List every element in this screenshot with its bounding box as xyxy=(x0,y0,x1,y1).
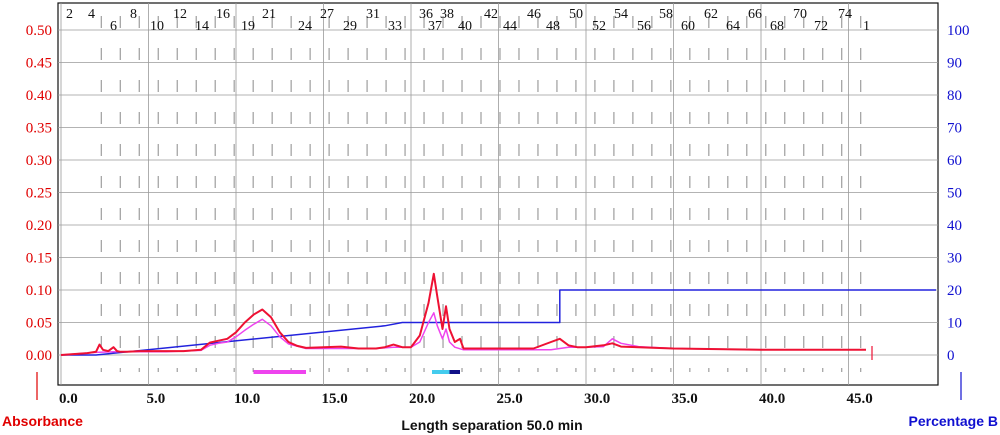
left-tick-label: 0.45 xyxy=(26,56,52,72)
plot-frame xyxy=(57,2,939,386)
fraction-labels: 2 4 8 12 16 21 27 31 36 38 42 46 50 54 58 62 66 70 746 10 14… xyxy=(66,7,870,34)
fraction-label-top: 21 xyxy=(262,7,276,22)
fraction-label-top: 62 xyxy=(704,7,718,22)
left-tick-label: 0.25 xyxy=(26,186,52,202)
x-tick-label: 30.0 xyxy=(584,391,610,407)
right-axis-title: Percentage B xyxy=(909,413,998,429)
x-tick-label: 15.0 xyxy=(322,391,348,407)
series-line-absorbance_a xyxy=(60,272,866,356)
right-tick-label: 30 xyxy=(947,251,962,267)
fraction-label-bottom: 68 xyxy=(770,19,784,34)
x-tick-label: 0.0 xyxy=(59,391,78,407)
fraction-label-bottom: 60 xyxy=(681,19,695,34)
x-tick-label: 40.0 xyxy=(759,391,785,407)
left-axis: 0.00 0.05 0.10 0.15 0.20 0.25 0.30 0.35 0.40 0.45… xyxy=(26,23,52,364)
x-tick-label: 35.0 xyxy=(672,391,698,407)
fraction-label-bottom: 72 xyxy=(814,19,828,34)
right-tick-label: 50 xyxy=(947,186,962,202)
fraction-label-bottom: 48 xyxy=(546,19,560,34)
right-tick-label: 0 xyxy=(947,348,955,364)
fraction-label-top: 74 xyxy=(838,7,852,22)
x-tick-label: 10.0 xyxy=(234,391,260,407)
x-tick-label: 20.0 xyxy=(409,391,435,407)
fraction-label-top: 54 xyxy=(614,7,628,22)
fraction-label-top: 8 xyxy=(130,7,137,22)
fraction-label-top: 31 xyxy=(366,7,380,22)
fraction-label-top: 70 xyxy=(793,7,807,22)
left-tick-label: 0.50 xyxy=(26,23,52,39)
fraction-label-bottom: 52 xyxy=(592,19,606,34)
right-tick-label: 90 xyxy=(947,56,962,72)
left-tick-label: 0.20 xyxy=(26,218,52,234)
fraction-label-top: 16 xyxy=(216,7,230,22)
left-tick-label: 0.35 xyxy=(26,121,52,137)
right-tick-label: 10 xyxy=(947,316,962,332)
fraction-label-top: 2 xyxy=(66,7,73,22)
fraction-label-bottom: 24 xyxy=(298,19,312,34)
left-tick-label: 0.30 xyxy=(26,153,52,169)
x-axis-title: Length separation 50.0 min xyxy=(401,417,582,433)
fraction-label-bottom: 37 xyxy=(428,19,442,34)
x-tick-label: 45.0 xyxy=(847,391,873,407)
right-tick-label: 70 xyxy=(947,121,962,137)
fraction-label-bottom: 19 xyxy=(241,19,255,34)
fraction-label-top: 66 xyxy=(748,7,762,22)
left-axis-title: Absorbance xyxy=(2,413,83,429)
right-tick-label: 60 xyxy=(947,153,962,169)
fraction-label-bottom: 10 xyxy=(150,19,164,34)
fraction-label-bottom: 29 xyxy=(343,19,357,34)
fraction-label-top: 50 xyxy=(569,7,583,22)
right-tick-label: 40 xyxy=(947,218,962,234)
fraction-label-top: 27 xyxy=(320,7,334,22)
fraction-label-top: 58 xyxy=(659,7,673,22)
fraction-label-bottom: 44 xyxy=(503,19,517,34)
fraction-label-top: 12 xyxy=(173,7,187,22)
fraction-label-bottom: 1 xyxy=(863,19,870,34)
fraction-label-bottom: 14 xyxy=(195,19,209,34)
left-tick-label: 0.15 xyxy=(26,251,52,267)
fraction-mark xyxy=(449,370,460,374)
x-tick-label: 5.0 xyxy=(147,391,166,407)
x-tick-label: 25.0 xyxy=(497,391,523,407)
fraction-label-bottom: 56 xyxy=(637,19,651,34)
fraction-label-top: 42 xyxy=(484,7,498,22)
fraction-label-top: 46 xyxy=(527,7,541,22)
left-tick-label: 0.40 xyxy=(26,88,52,104)
fraction-label-top: 4 xyxy=(88,7,95,22)
fraction-mark xyxy=(432,370,450,374)
fraction-label-bottom: 40 xyxy=(458,19,472,34)
series-layer xyxy=(60,272,936,360)
fraction-label-top: 38 xyxy=(440,7,454,22)
right-tick-label: 20 xyxy=(947,283,962,299)
grid-lines xyxy=(58,3,938,385)
right-axis: 0 10 20 30 40 50 60 70 80 90 100 xyxy=(947,23,970,364)
right-tick-label: 80 xyxy=(947,88,962,104)
fraction-collection-marks xyxy=(253,370,460,374)
fraction-mark xyxy=(253,370,306,374)
right-tick-label: 100 xyxy=(947,23,970,39)
fraction-label-bottom: 6 xyxy=(110,19,117,34)
left-tick-label: 0.00 xyxy=(26,348,52,364)
fraction-label-bottom: 33 xyxy=(388,19,402,34)
left-tick-label: 0.05 xyxy=(26,316,52,332)
left-tick-label: 0.10 xyxy=(26,283,52,299)
bottom-axis: 0.0 5.0 10.0 15.0 20.0 25.0 30.0 35.0 40.0 45.0 xyxy=(59,391,873,407)
fraction-label-top: 36 xyxy=(419,7,433,22)
fraction-label-bottom: 64 xyxy=(726,19,740,34)
